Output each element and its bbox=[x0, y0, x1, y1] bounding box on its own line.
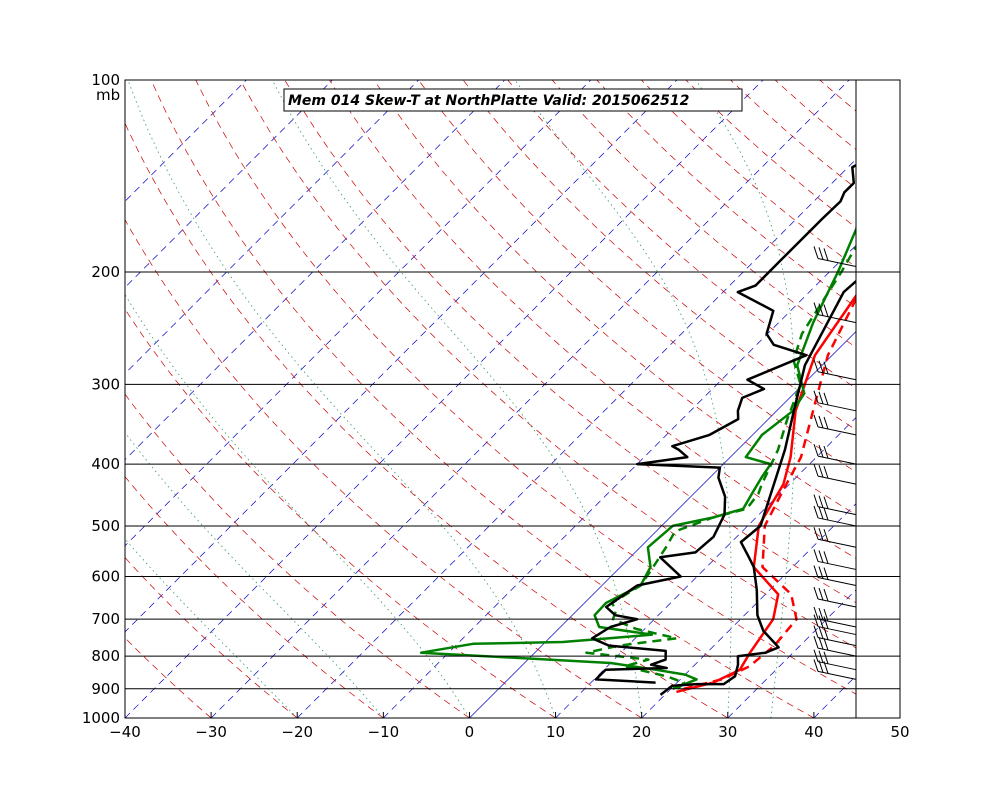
moist-adiabat-line bbox=[127, 80, 556, 718]
chart-title: Mem 014 Skew-T at NorthPlatte Valid: 201… bbox=[288, 93, 689, 109]
dry-adiabat-line bbox=[507, 80, 856, 389]
isotherm-line bbox=[986, 80, 1000, 718]
wind-barb bbox=[813, 390, 857, 412]
chart-frame bbox=[124, 79, 901, 719]
moist-adiabat-line bbox=[695, 80, 796, 718]
profile-line-2 bbox=[683, 296, 856, 691]
isotherm-line bbox=[210, 80, 850, 718]
dry-adiabat-line bbox=[125, 122, 728, 718]
dry-adiabat-line bbox=[373, 80, 856, 516]
x-tick-label: 20 bbox=[632, 723, 651, 741]
y-tick-label: 800 bbox=[91, 647, 120, 665]
x-tick-label: 30 bbox=[718, 723, 737, 741]
isotherm-line bbox=[125, 80, 678, 633]
wind-barbs bbox=[813, 246, 857, 680]
dry-adiabat-line bbox=[125, 308, 556, 718]
y-axis-label: mb bbox=[96, 86, 120, 104]
dry-adiabat-line bbox=[462, 80, 856, 431]
wind-barb bbox=[813, 246, 857, 267]
x-tick-label: 40 bbox=[804, 723, 823, 741]
wind-barb bbox=[813, 549, 857, 570]
isotherm-line bbox=[296, 158, 856, 718]
dry-adiabat-line bbox=[125, 476, 384, 718]
wind-barb bbox=[813, 659, 857, 680]
moist-adiabat-line bbox=[125, 293, 470, 718]
moist-adiabat-line bbox=[271, 80, 643, 718]
wind-barb bbox=[813, 636, 857, 657]
x-tick-label: 0 bbox=[465, 723, 475, 741]
dry-adiabat-line bbox=[418, 80, 856, 473]
wind-barb bbox=[813, 606, 857, 628]
x-tick-label: −40 bbox=[109, 723, 141, 741]
dry-adiabat-line bbox=[125, 393, 470, 718]
isotherm-line bbox=[125, 80, 764, 718]
profile-line-5 bbox=[659, 279, 856, 696]
dry-adiabat-line bbox=[329, 80, 856, 559]
y-tick-label: 100 bbox=[91, 71, 120, 89]
wind-barb bbox=[813, 414, 857, 436]
isotherm-line bbox=[641, 503, 856, 718]
y-tick-label: 200 bbox=[91, 263, 120, 281]
wind-barb bbox=[813, 463, 857, 485]
isotherm-line bbox=[727, 589, 856, 718]
plot-area bbox=[125, 80, 900, 718]
wind-barb bbox=[813, 443, 857, 465]
wind-barb bbox=[813, 565, 857, 587]
wind-barb bbox=[813, 302, 857, 324]
dry-adiabat-line bbox=[125, 219, 642, 718]
isotherm-line bbox=[555, 417, 856, 718]
isotherm-zero bbox=[469, 330, 856, 718]
x-tick-label: −10 bbox=[368, 723, 400, 741]
dry-adiabat-line bbox=[551, 80, 856, 348]
x-tick-label: −30 bbox=[195, 723, 227, 741]
wind-barb bbox=[813, 527, 857, 548]
isotherm-line bbox=[900, 80, 1000, 718]
dry-adiabat-line bbox=[239, 80, 856, 649]
wind-barb bbox=[813, 505, 857, 527]
plot-frame bbox=[124, 79, 901, 719]
chart-ticks: −40 −30 −20 −10 0 10 20 30 40 50 100 200 300 400 500 60… bbox=[82, 71, 910, 741]
x-tick-label: −20 bbox=[281, 723, 313, 741]
y-tick-label: 700 bbox=[91, 610, 120, 628]
chart-title-box: Mem 014 Skew-T at NorthPlatte Valid: 201… bbox=[283, 88, 743, 112]
profile-line-1 bbox=[676, 293, 856, 694]
x-tick-label: 50 bbox=[890, 723, 909, 741]
y-tick-label: 500 bbox=[91, 517, 120, 535]
chart-background bbox=[125, 80, 900, 718]
wind-barb bbox=[813, 359, 857, 381]
x-tick-label: 10 bbox=[546, 723, 565, 741]
isotherm-line bbox=[383, 244, 856, 718]
y-tick-label: 600 bbox=[91, 567, 120, 585]
y-tick-label: 1000 bbox=[82, 709, 120, 727]
y-tick-label: 400 bbox=[91, 455, 120, 473]
wind-barb bbox=[813, 586, 857, 608]
chart-title-background bbox=[283, 88, 743, 112]
y-tick-label: 300 bbox=[91, 375, 120, 393]
y-tick-label: 900 bbox=[91, 680, 120, 698]
dry-adiabat-line bbox=[284, 80, 856, 604]
profile-line-6 bbox=[590, 163, 856, 684]
moist-adiabat-line bbox=[514, 80, 732, 718]
dry-adiabat-line bbox=[195, 80, 856, 695]
moist-adiabat-line bbox=[125, 538, 298, 718]
